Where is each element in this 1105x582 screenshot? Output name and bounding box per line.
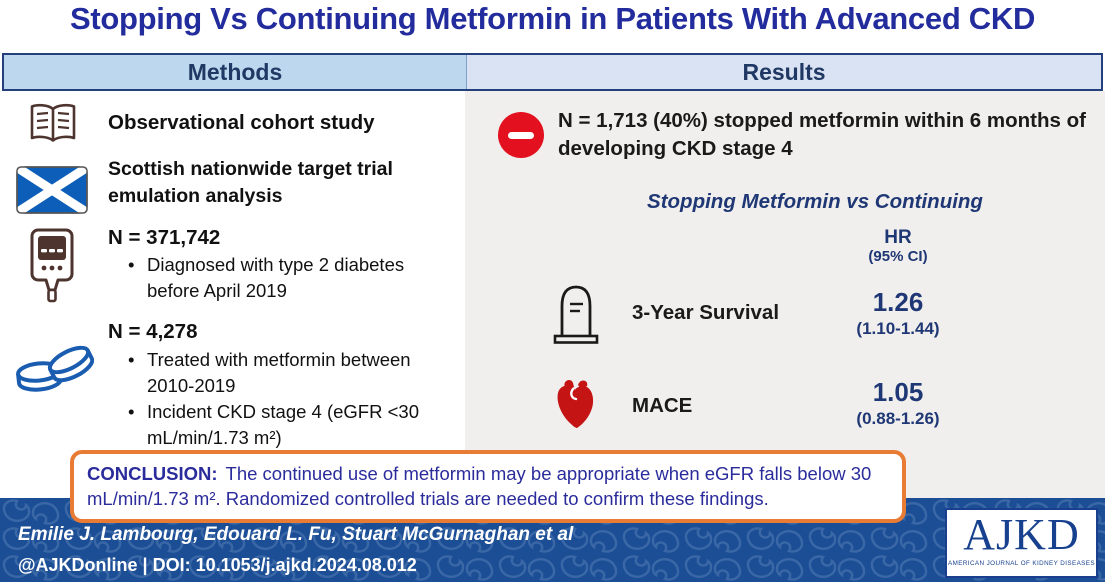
study-type-label: Observational cohort study xyxy=(108,111,375,134)
heart-icon xyxy=(557,380,594,428)
hr-column-header: HR xyxy=(884,227,912,248)
glucose-meter-icon xyxy=(30,228,74,303)
page-title: Stopping Vs Continuing Metformin in Pati… xyxy=(69,1,1036,36)
cohort-n-label: N = 371,742 xyxy=(108,226,221,249)
analysis-type-label: Scottish nationwide target trial emulati… xyxy=(108,158,393,207)
handle-doi-line: @AJKDonline | DOI: 10.1053/j.ajkd.2024.0… xyxy=(18,555,417,575)
scotland-flag-icon xyxy=(16,166,88,214)
ci-column-header: (95% CI) xyxy=(868,248,928,265)
conclusion-text: The continued use of metformin may be ap… xyxy=(87,463,872,509)
bullet-dot: • xyxy=(128,349,135,370)
outcome-label-survival: 3-Year Survival xyxy=(632,301,780,324)
hr-value-mace: 1.05 xyxy=(872,377,924,407)
no-entry-icon xyxy=(498,112,544,158)
methods-header: Methods xyxy=(4,55,467,89)
list-item: • Incident CKD stage 4 (eGFR <30 mL/min/… xyxy=(128,399,458,451)
section-header-strip: Methods Results xyxy=(2,53,1103,91)
ci-value-survival: (1.10-1.44) xyxy=(856,319,940,338)
tombstone-icon xyxy=(553,285,599,344)
results-panel xyxy=(465,91,1105,498)
no-entry-bar xyxy=(508,131,534,139)
bullet-dot: • xyxy=(128,401,135,422)
ajkd-logo-caption: AMERICAN JOURNAL OF KIDNEY DISEASES xyxy=(948,560,1095,567)
bullet-text: Diagnosed with type 2 diabetes before Ap… xyxy=(147,254,405,301)
comparison-subtitle: Stopping Metformin vs Continuing xyxy=(647,190,983,213)
bullet-text: Treated with metformin between 2010-2019 xyxy=(147,349,411,396)
cohort-bullets: • Diagnosed with type 2 diabetes before … xyxy=(128,252,458,304)
ajkd-logo-acronym: AJKD xyxy=(963,510,1080,559)
ci-value-mace: (0.88-1.26) xyxy=(856,409,940,428)
list-item: • Diagnosed with type 2 diabetes before … xyxy=(128,252,458,304)
pills-icon xyxy=(16,345,94,392)
conclusion-box: CONCLUSION: The continued use of metformi… xyxy=(70,450,906,523)
conclusion-label: CONCLUSION: xyxy=(87,463,218,484)
methods-header-label: Methods xyxy=(187,58,283,85)
outcome-label-mace: MACE xyxy=(632,394,693,417)
hr-value-survival: 1.26 xyxy=(872,287,924,317)
bullet-dot: • xyxy=(128,254,135,275)
results-header-label: Results xyxy=(742,58,826,85)
results-header: Results xyxy=(467,55,1101,89)
authors-line: Emilie J. Lambourg, Edouard L. Fu, Stuar… xyxy=(18,524,574,545)
list-item: • Treated with metformin between 2010-20… xyxy=(128,347,458,399)
bullet-text: Incident CKD stage 4 (eGFR <30 mL/min/1.… xyxy=(147,401,419,448)
results-headline: N = 1,713 (40%) stopped metformin within… xyxy=(558,109,1086,160)
open-book-icon xyxy=(30,103,76,142)
treated-n-label: N = 4,278 xyxy=(108,320,198,343)
ajkd-logo: AJKD AMERICAN JOURNAL OF KIDNEY DISEASES xyxy=(945,508,1098,578)
treated-bullets: • Treated with metformin between 2010-20… xyxy=(128,347,458,451)
